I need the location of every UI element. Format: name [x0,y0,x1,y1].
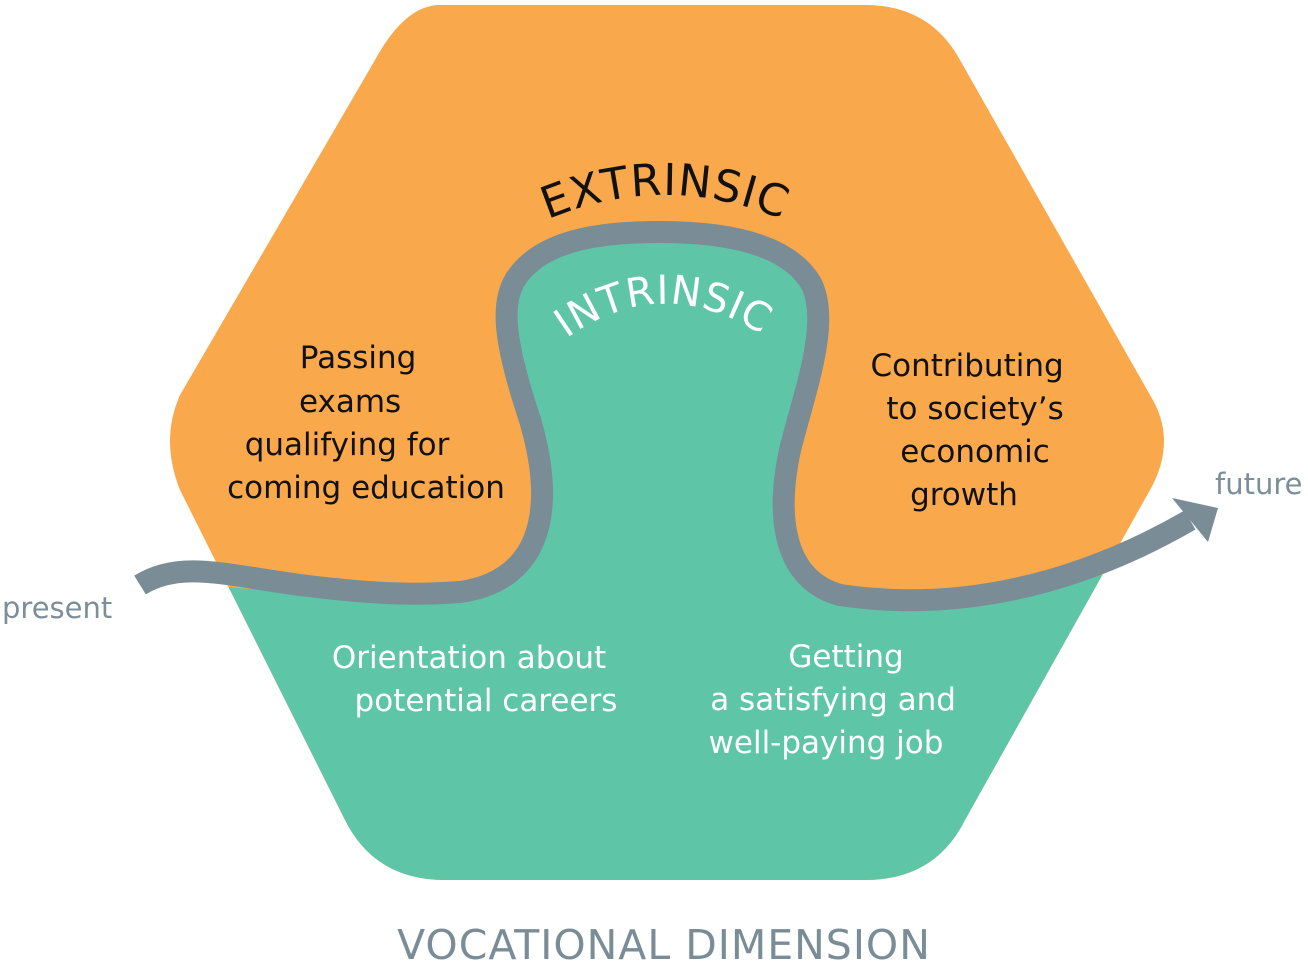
present-label: present [2,591,112,625]
extrinsic-item-right: Contributing to society’s economic growt… [870,348,1073,513]
extrinsic-item-left: Passing exams qualifying for coming educ… [227,340,505,506]
journey-path [134,221,1196,612]
intrinsic-item-left: Orientation about potential careers [332,640,618,719]
intrinsic-item-right: Getting a satisfying and well-paying job [709,639,966,761]
diagram-title: VOCATIONAL DIMENSION [397,921,931,969]
future-label: future [1215,467,1302,501]
journey-arrowhead [1172,498,1218,542]
